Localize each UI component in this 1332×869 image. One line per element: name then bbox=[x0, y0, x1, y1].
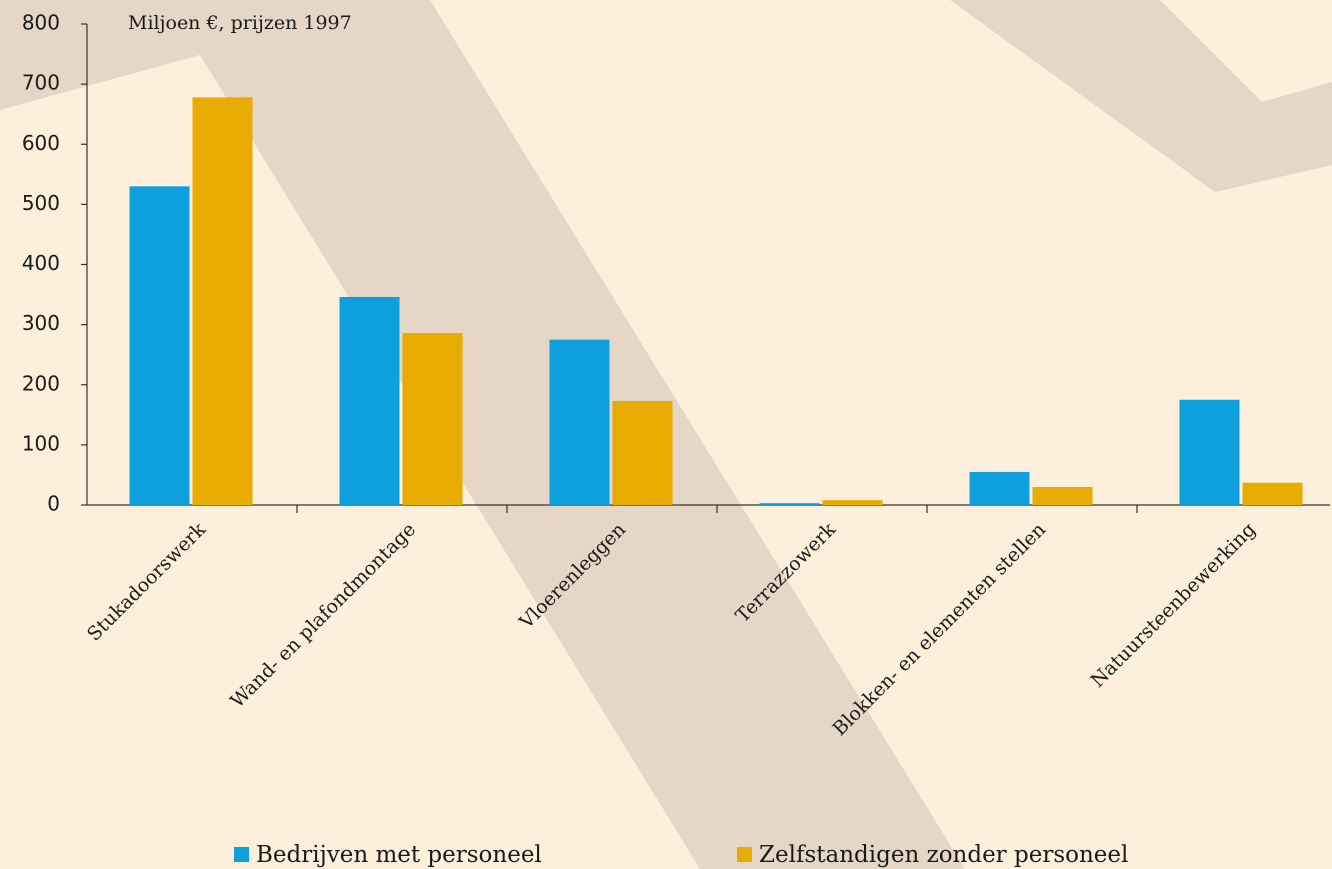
y-tick-label: 800 bbox=[22, 11, 60, 35]
bar bbox=[1242, 482, 1303, 505]
y-tick-label: 400 bbox=[22, 251, 60, 275]
x-tick-label: Natuursteenbewerking bbox=[1087, 519, 1260, 692]
y-tick-label: 500 bbox=[22, 191, 60, 215]
y-tick-label: 300 bbox=[22, 311, 60, 335]
legend-swatch bbox=[234, 847, 249, 862]
legend-label: Zelfstandigen zonder personeel bbox=[759, 842, 1128, 868]
y-tick-label: 200 bbox=[22, 371, 60, 395]
bar bbox=[192, 97, 253, 505]
bar bbox=[759, 503, 820, 505]
y-tick-label: 700 bbox=[22, 71, 60, 95]
x-tick-label: Blokken- en elementen stellen bbox=[828, 519, 1050, 741]
bar bbox=[822, 500, 883, 505]
subtitle: Miljoen €, prijzen 1997 bbox=[128, 12, 352, 34]
bar bbox=[969, 471, 1030, 505]
bar bbox=[1032, 486, 1093, 505]
y-tick-label: 100 bbox=[22, 431, 60, 455]
y-tick-label: 600 bbox=[22, 131, 60, 155]
bar bbox=[129, 186, 190, 505]
stripe bbox=[0, 0, 965, 869]
y-tick-label: 0 bbox=[47, 492, 60, 516]
x-tick-label: Wand- en plafondmontage bbox=[226, 519, 420, 713]
bar bbox=[402, 333, 463, 505]
bar bbox=[549, 339, 610, 505]
stripe bbox=[950, 0, 1332, 192]
legend-label: Bedrijven met personeel bbox=[256, 842, 542, 868]
bar bbox=[612, 400, 673, 505]
legend-swatch bbox=[737, 847, 752, 862]
x-tick-label: Stukadoorswerk bbox=[83, 518, 210, 645]
bar bbox=[1179, 399, 1240, 505]
bar bbox=[339, 296, 400, 505]
